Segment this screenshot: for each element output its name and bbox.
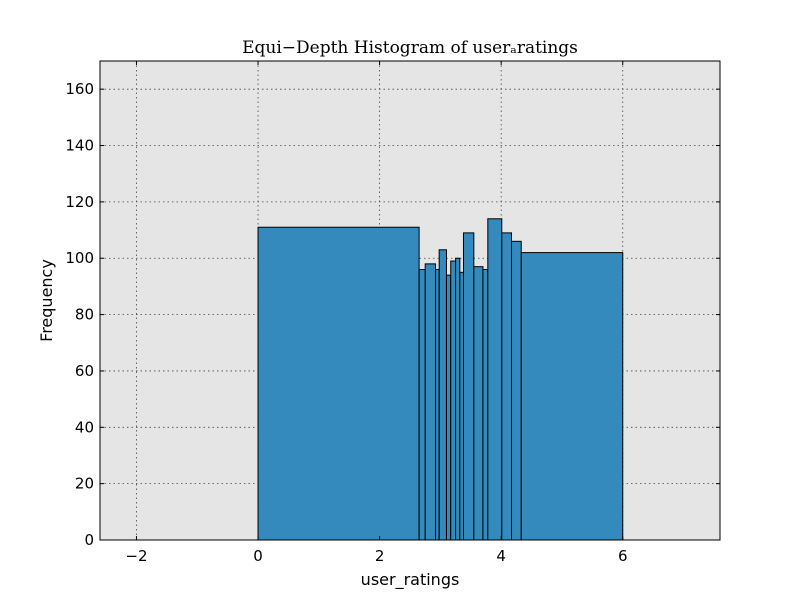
y-tick-label: 80 [75, 306, 94, 324]
histogram-bar [418, 269, 426, 541]
y-tick-label: 100 [65, 249, 94, 267]
histogram-bar [487, 218, 503, 541]
x-tick-label: 6 [618, 547, 628, 565]
x-tick-label: 4 [496, 547, 506, 565]
y-axis-label: Frequency [37, 259, 56, 342]
axis-ticks [100, 61, 720, 541]
histogram-bar [459, 271, 464, 541]
histogram-bar [520, 252, 624, 541]
histogram-bars [257, 218, 624, 541]
y-tick-label: 120 [65, 193, 94, 211]
histogram-bar [462, 232, 475, 541]
y-tick-labels: 0 20 40 60 80 100 120 140 160 [65, 80, 94, 549]
x-tick-labels: −2 0 2 4 6 [125, 547, 627, 565]
histogram-bar [424, 263, 437, 541]
y-tick-label: 160 [65, 80, 94, 98]
chart-title: Equi−Depth Histogram of userₐratings [242, 38, 578, 58]
x-tick-label: 0 [253, 547, 263, 565]
histogram-bar [450, 260, 457, 541]
x-axis-label: user_ratings [361, 570, 460, 590]
y-tick-label: 20 [75, 475, 94, 493]
x-tick-label: −2 [125, 547, 147, 565]
y-tick-label: 60 [75, 362, 94, 380]
y-tick-label: 40 [75, 418, 94, 436]
y-tick-label: 140 [65, 137, 94, 155]
histogram-bar [435, 269, 440, 541]
histogram-bar [501, 232, 513, 541]
histogram-bar [473, 266, 484, 541]
histogram-bar [511, 240, 522, 541]
histogram-bar [455, 257, 461, 541]
y-tick-label: 0 [84, 531, 94, 549]
histogram-bar [482, 269, 489, 541]
plot-frame [99, 60, 721, 541]
histogram-bar [257, 226, 420, 541]
x-tick-label: 2 [375, 547, 385, 565]
histogram-bar [445, 274, 452, 541]
histogram-bar [438, 249, 447, 541]
